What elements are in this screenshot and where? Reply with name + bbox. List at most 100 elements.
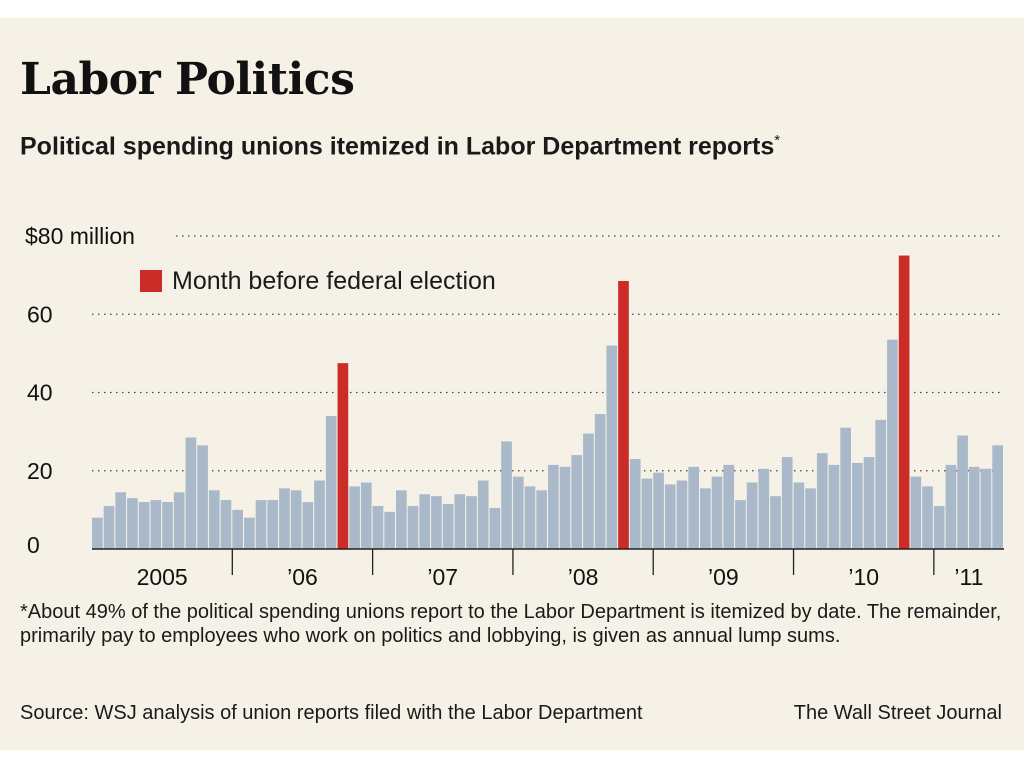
bar <box>244 517 255 549</box>
bar <box>559 466 571 549</box>
x-tick-label: ’08 <box>568 564 599 590</box>
bar <box>162 502 173 549</box>
bar <box>501 441 512 549</box>
bar <box>279 488 290 549</box>
legend-swatch <box>140 270 162 292</box>
x-tick-label: ’11 <box>954 564 983 590</box>
bar <box>396 490 407 549</box>
bar <box>758 468 770 549</box>
chart-title: Labor Politics <box>20 54 355 105</box>
bar <box>583 433 594 549</box>
x-tick-label: ’10 <box>848 564 879 590</box>
bar <box>92 517 103 549</box>
bar <box>852 462 863 549</box>
election-bar <box>618 280 629 549</box>
bar <box>466 496 477 549</box>
bar <box>442 504 454 549</box>
bar <box>103 505 115 549</box>
chart-panel <box>0 18 1024 750</box>
bar <box>816 453 828 549</box>
bar <box>173 492 185 549</box>
bar <box>197 445 208 549</box>
bar <box>688 466 699 549</box>
y-tick-label: 40 <box>27 380 53 406</box>
source-line: Source: WSJ analysis of union reports fi… <box>20 702 643 724</box>
y-tick-label: 20 <box>27 458 53 484</box>
bar <box>922 486 933 549</box>
x-tick-label: ’09 <box>708 564 739 590</box>
bar <box>255 500 267 549</box>
bar <box>770 496 781 549</box>
bar <box>548 464 559 549</box>
bar <box>185 437 197 549</box>
bar <box>138 502 150 549</box>
x-tick-label: ’07 <box>427 564 458 590</box>
bar <box>536 490 547 549</box>
bar <box>676 480 688 549</box>
bar <box>384 511 395 549</box>
election-bar <box>337 363 349 549</box>
bar <box>360 482 372 549</box>
footnote: *About 49% of the political spending uni… <box>20 601 1002 647</box>
bar <box>957 435 968 549</box>
election-bar <box>898 255 910 549</box>
bar <box>208 490 220 549</box>
bar <box>150 500 162 549</box>
legend: Month before federal election <box>140 267 496 295</box>
bar <box>980 468 992 549</box>
legend-label: Month before federal election <box>172 267 496 295</box>
bar <box>571 455 583 549</box>
bar <box>372 505 384 549</box>
y-tick-label: 60 <box>27 301 53 327</box>
x-tick-label: 2005 <box>137 564 188 590</box>
bar <box>805 488 816 549</box>
bar <box>232 509 243 550</box>
bar <box>641 478 653 549</box>
bar <box>711 476 723 549</box>
bar <box>653 472 664 549</box>
bar <box>746 482 758 549</box>
x-axis-ticks: 2005 ’06 ’07 ’08 ’09 ’10 ’11 <box>137 549 983 590</box>
bar <box>945 464 957 549</box>
bar <box>512 476 524 549</box>
bar <box>700 488 711 549</box>
bar <box>454 494 466 549</box>
subtitle-text: Political spending unions itemized in La… <box>20 132 775 161</box>
bar <box>840 427 851 549</box>
bar <box>828 464 840 549</box>
bar <box>793 482 805 549</box>
bar <box>349 486 360 549</box>
y-tick-label: 0 <box>27 532 40 558</box>
bar <box>127 498 138 549</box>
bar <box>606 345 618 549</box>
bar <box>723 464 735 549</box>
bar <box>325 415 337 549</box>
y-tick-label: $80 million <box>25 223 135 249</box>
bar <box>629 459 641 549</box>
bar <box>735 500 746 549</box>
bar <box>664 484 676 549</box>
bar <box>992 445 1003 549</box>
x-tick-label: ’06 <box>287 564 318 590</box>
bar <box>302 502 314 549</box>
bar <box>419 494 431 549</box>
bar <box>781 457 793 549</box>
bar-chart: $80 million 60 40 20 0 2005 ’06 ’07 ’08 ’09 ’10 ’1… <box>25 223 1004 590</box>
footnote-marker: * <box>774 132 781 149</box>
bar <box>407 505 419 549</box>
bar <box>431 496 442 549</box>
bar <box>314 480 325 549</box>
bar <box>267 500 279 549</box>
bar <box>524 486 536 549</box>
bar <box>933 505 945 549</box>
chart-subtitle: Political spending unions itemized in La… <box>20 122 980 165</box>
bar <box>594 414 606 549</box>
bar <box>290 490 302 549</box>
publisher-credit: The Wall Street Journal <box>793 702 1002 724</box>
bar <box>220 500 232 549</box>
bar <box>968 466 980 549</box>
bar <box>477 480 489 549</box>
bar <box>863 457 875 549</box>
bar <box>887 339 898 549</box>
bars <box>92 255 1003 550</box>
